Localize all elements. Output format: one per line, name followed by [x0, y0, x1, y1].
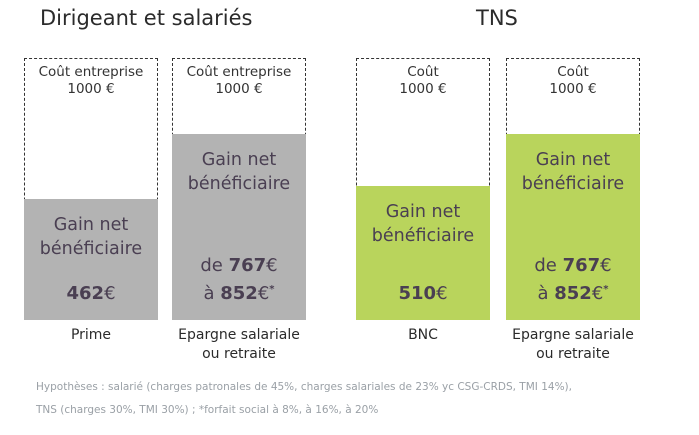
range-unit: € — [600, 255, 612, 276]
range-to: à — [203, 283, 215, 304]
group-title-dirigeant: Dirigeant et salariés — [40, 6, 253, 30]
cost-column-epargne-salaries: Coût entreprise 1000 € Gain net bénéfici… — [172, 58, 306, 320]
cost-title: Coût entreprise — [186, 64, 292, 80]
cost-title: Coût — [557, 64, 589, 80]
footnote-mark: * — [603, 284, 609, 295]
column-label-line1: Epargne salariale — [178, 327, 300, 343]
range-unit: € — [266, 255, 278, 276]
cost-label: Coût 1000 € — [506, 64, 640, 98]
gain-range-high: à 852€* — [172, 278, 306, 306]
gain-amount-value: 462 — [66, 283, 105, 304]
gain-label-line2: bénéficiaire — [39, 239, 143, 259]
cost-amount: 1000 € — [67, 81, 115, 97]
column-label-line1: Epargne salariale — [512, 327, 634, 343]
range-prefix: de — [534, 255, 557, 276]
gain-label-line1: Gain net — [53, 215, 129, 235]
cost-amount: 1000 € — [399, 81, 447, 97]
gain-bar: Gain net bénéficiaire 462€ — [24, 199, 158, 320]
gain-range: de 767€ à 852€* — [506, 254, 640, 306]
gain-label: Gain net bénéficiaire — [188, 148, 290, 196]
column-label-line2: ou retraite — [536, 346, 610, 362]
range-prefix: de — [200, 255, 223, 276]
cost-title: Coût entreprise — [38, 64, 144, 80]
column-label-line2: ou retraite — [202, 346, 276, 362]
gain-label-line2: bénéficiaire — [187, 174, 291, 194]
column-label-prime: Prime — [1, 326, 181, 345]
footnote-line1: Hypothèses : salarié (charges patronales… — [36, 381, 572, 393]
cost-label: Coût entreprise 1000 € — [24, 64, 158, 98]
footnote: Hypothèses : salarié (charges patronales… — [36, 376, 572, 422]
range-unit: € — [591, 283, 604, 304]
range-high-value: 852 — [554, 283, 592, 304]
footnote-line2: TNS (charges 30%, TMI 30%) ; *forfait so… — [36, 404, 379, 416]
gain-amount: 462€ — [24, 282, 158, 306]
gain-amount-value: 510 — [398, 283, 437, 304]
gain-range: de 767€ à 852€* — [172, 254, 306, 306]
range-low-value: 767 — [228, 255, 267, 276]
column-label-bnc: BNC — [333, 326, 513, 345]
gain-label: Gain net bénéficiaire — [40, 213, 142, 261]
gain-amount: 510€ — [356, 282, 490, 306]
gain-bar: Gain net bénéficiaire de 767€ à 852€* — [172, 134, 306, 320]
gain-label: Gain net bénéficiaire — [522, 148, 624, 196]
group-title-tns: TNS — [476, 6, 518, 30]
range-unit: € — [257, 283, 270, 304]
cost-amount: 1000 € — [549, 81, 597, 97]
column-label-epargne-salaries: Epargne salariale ou retraite — [149, 326, 329, 364]
cost-label: Coût entreprise 1000 € — [172, 64, 306, 98]
cost-label: Coût 1000 € — [356, 64, 490, 98]
column-label-line1: Prime — [70, 327, 112, 343]
gain-label: Gain net bénéficiaire — [372, 200, 474, 248]
range-low-value: 767 — [562, 255, 601, 276]
cost-column-bnc: Coût 1000 € Gain net bénéficiaire 510€ — [356, 58, 490, 320]
gain-label-line1: Gain net — [535, 150, 611, 170]
range-to: à — [537, 283, 549, 304]
gain-label-line2: bénéficiaire — [371, 226, 475, 246]
cost-title: Coût — [407, 64, 439, 80]
cost-amount: 1000 € — [215, 81, 263, 97]
footnote-mark: * — [269, 284, 275, 295]
column-label-epargne-tns: Epargne salariale ou retraite — [483, 326, 663, 364]
cost-column-prime: Coût entreprise 1000 € Gain net bénéfici… — [24, 58, 158, 320]
gain-bar: Gain net bénéficiaire 510€ — [356, 186, 490, 320]
gain-bar: Gain net bénéficiaire de 767€ à 852€* — [506, 134, 640, 320]
gain-amount-unit: € — [436, 283, 448, 304]
gain-range-high: à 852€* — [506, 278, 640, 306]
cost-column-epargne-tns: Coût 1000 € Gain net bénéficiaire de 767… — [506, 58, 640, 320]
gain-label-line1: Gain net — [385, 202, 461, 222]
gain-amount-unit: € — [104, 283, 116, 304]
range-high-value: 852 — [220, 283, 258, 304]
gain-label-line2: bénéficiaire — [521, 174, 625, 194]
gain-range-low: de 767€ — [506, 254, 640, 278]
gain-label-line1: Gain net — [201, 150, 277, 170]
gain-range-low: de 767€ — [172, 254, 306, 278]
column-label-line1: BNC — [408, 327, 438, 343]
